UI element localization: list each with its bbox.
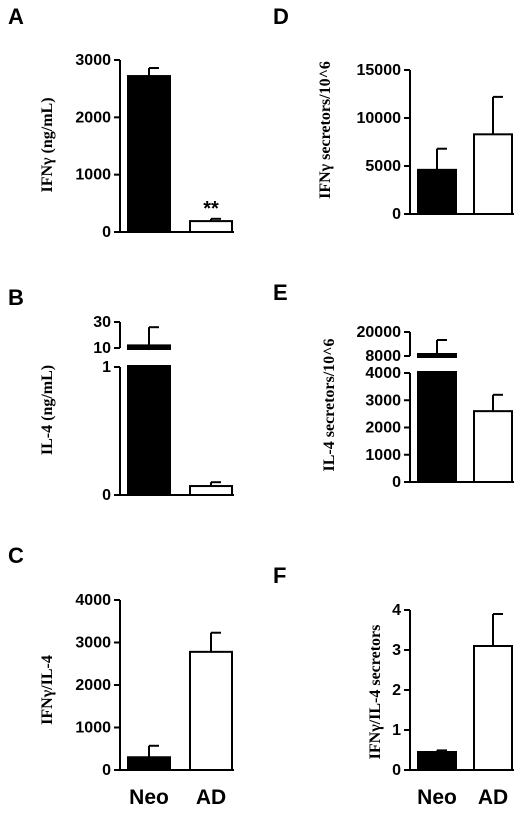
panel-c-bar-ad [189,650,233,771]
panel-a-y-tick-label: 2000 [75,109,111,126]
panel-c-y-tick-label: 0 [102,762,111,779]
panel-e-y-tick-label: 20000 [357,324,402,341]
panel-c-y-tick-label: 2000 [75,677,111,694]
ylabel-c: IFNγ/IL-4 [39,655,56,725]
ylabel-f: IFNγ/IL-4 secretors [367,625,384,760]
panel-d-bar-ad [473,133,513,216]
panel-d-y-tick-label: 10000 [357,110,402,127]
panel-b-y-tick-label: 10 [93,340,111,357]
panel-f-y-tick-label: 3 [392,642,401,659]
panel-d-y-tick-label: 5000 [365,158,401,175]
panel-c-y-tick-label: 3000 [75,635,111,652]
panel-c-y-tick-label: 1000 [75,720,111,737]
ylabel-a: IFNγ (ng/mL) [39,97,56,192]
panel-d-y-tick-label: 15000 [357,62,402,79]
panel-a-bar-ad [189,220,233,234]
panel-e-bar-neo [417,353,457,483]
panel-e-y-tick-label: 1000 [365,447,401,464]
panel-letter-c: C [8,543,24,568]
plots: 0100020003000**01103001000200030004000Ne… [75,52,514,809]
panel-a-y-tick-label: 3000 [75,52,111,69]
panel-f-y-tick-label: 2 [392,682,401,699]
panel-d-y-tick-label: 0 [392,206,401,223]
panel-e-axis-break [407,358,459,371]
panel-f-y-tick-label: 0 [392,762,401,779]
panel-a-significance-label: ** [203,198,219,220]
panel-b-y-tick-label: 0 [102,487,111,504]
panel-e-bar-ad [473,410,513,483]
panel-c-category-label: Neo [129,786,169,809]
panel-f-y-tick-label: 1 [392,722,401,739]
panel-letter-d: D [273,4,289,29]
panel-f-category-label: AD [478,786,508,809]
panel-f-bar-ad [473,645,513,771]
panel-b-y-tick-label: 30 [93,314,111,331]
ylabel-d-main: IFNγ secretors/10^6 [317,61,334,199]
panel-b-bar-ad [189,485,233,497]
panel-d-bar-neo [417,168,457,215]
panel-e-y-tick-label: 3000 [365,392,401,409]
panel-b-axis-break [117,350,173,365]
panel-e-y-tick-label: 4000 [365,365,401,382]
panel-letter-b: B [8,285,24,310]
panel-f-y-tick-label: 4 [392,602,401,619]
panel-letter-f: F [273,563,286,588]
ylabel-b: IL-4 (ng/mL) [39,365,56,455]
panel-a-y-tick-label: 0 [102,224,111,241]
panel-letter-e: E [273,280,288,305]
panel-e-y-tick-label: 0 [392,474,401,491]
panel-c-y-tick-label: 4000 [75,592,111,609]
panel-f-category-label: Neo [417,786,457,809]
panel-letter-a: A [8,4,24,29]
panel-b-y-tick-label: 1 [102,359,111,376]
panel-c-bar-neo [127,756,171,771]
ylabel-e-main: IL-4 secretors/10^6 [321,339,338,472]
panel-e-y-tick-label: 8000 [365,348,401,365]
panel-b-bar-neo [127,344,171,496]
panel-e-y-tick-label: 2000 [365,420,401,437]
ylabel-e: IL-4 secretors/10^6 [321,339,338,472]
panel-f-bar-neo [417,751,457,771]
panel-a-y-tick-label: 1000 [75,167,111,184]
panel-c-category-label: AD [196,786,226,809]
ylabel-d: IFNγ secretors/10^6 [317,61,334,199]
panel-a-bar-neo [127,75,171,234]
